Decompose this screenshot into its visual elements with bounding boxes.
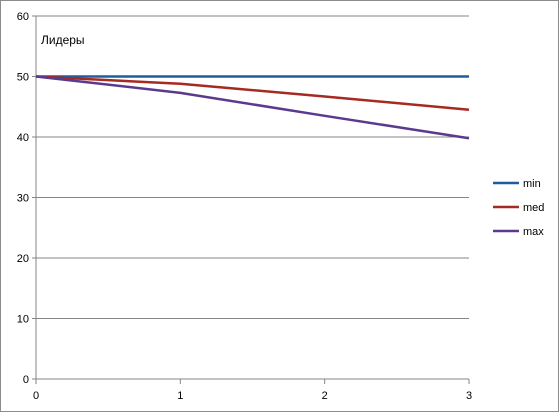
series-line-max: [35, 75, 470, 140]
x-tick-label: 3: [466, 390, 472, 402]
x-tick-label: 1: [177, 390, 183, 402]
x-tick-label: 2: [322, 390, 328, 402]
grid-layer: [36, 15, 469, 319]
legend-layer: min med max: [493, 178, 544, 238]
chart-title: Лидеры: [41, 33, 85, 47]
y-tick-label: 30: [17, 193, 29, 205]
y-tick-label: 10: [17, 314, 29, 326]
x-tick-label: 0: [33, 390, 39, 402]
legend-label-max: max: [523, 226, 544, 238]
y-tick-label: 60: [17, 11, 29, 23]
y-tick-label: 0: [23, 374, 29, 386]
y-tick-label: 40: [17, 132, 29, 144]
y-tick-label: 50: [17, 72, 29, 84]
y-tick-label: 20: [17, 253, 29, 265]
series-line-med: [35, 75, 470, 112]
axis-layer: 0 10 20 30 40 50 60 0 1 2 3: [17, 11, 472, 402]
legend-label-med: med: [523, 202, 544, 214]
legend-label-min: min: [523, 178, 541, 190]
series-layer: [35, 75, 470, 140]
